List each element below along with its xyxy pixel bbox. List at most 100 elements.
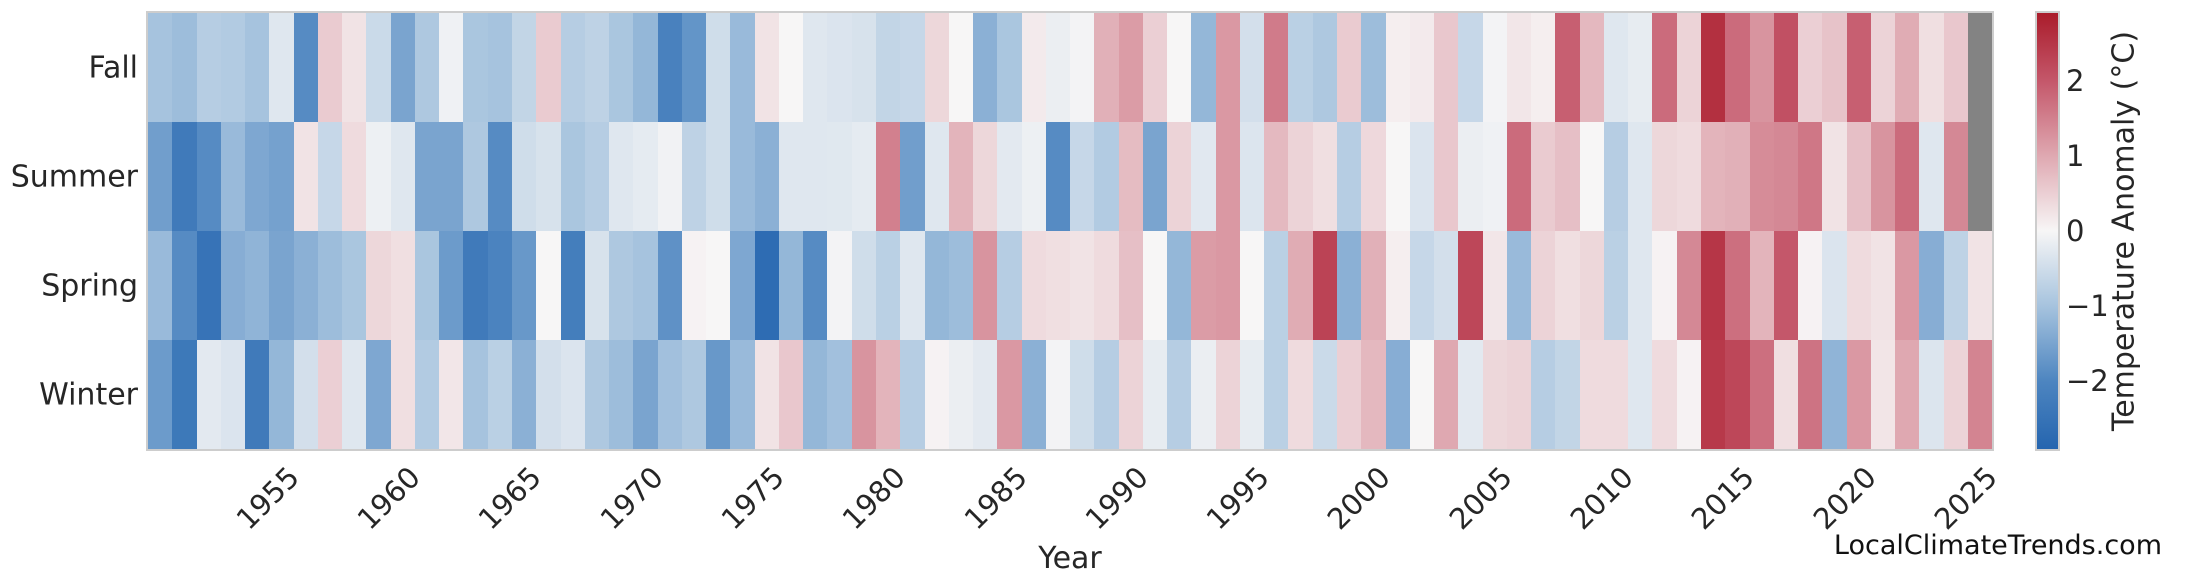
- heatmap-cell: [1531, 340, 1556, 449]
- heatmap-cell: [1385, 231, 1410, 340]
- heatmap-cell: [1701, 340, 1726, 449]
- heatmap-cell: [1021, 13, 1046, 122]
- heatmap-cell: [1045, 340, 1071, 449]
- heatmap-cell: [1628, 340, 1653, 449]
- heatmap-cell: [754, 13, 779, 122]
- heatmap-cell: [1191, 13, 1216, 122]
- heatmap-cell: [730, 13, 755, 122]
- heatmap-cell: [1676, 122, 1701, 231]
- heatmap-cell: [317, 122, 343, 231]
- heatmap-cell: [681, 122, 707, 231]
- heatmap-cell: [1458, 122, 1483, 231]
- heatmap-cell: [1822, 13, 1847, 122]
- heatmap-cell: [657, 340, 682, 449]
- heatmap-cell: [1870, 13, 1896, 122]
- heatmap-cell: [172, 13, 197, 122]
- heatmap-cell: [924, 13, 949, 122]
- heatmap-cell: [536, 231, 561, 340]
- heatmap-cell: [1434, 122, 1459, 231]
- heatmap-cell: [1482, 122, 1507, 231]
- heatmap-cell: [1312, 122, 1338, 231]
- heatmap-row-fall: [148, 13, 1993, 122]
- heatmap-cell: [1822, 231, 1847, 340]
- heatmap-cell: [1531, 122, 1556, 231]
- heatmap-cell: [1167, 13, 1192, 122]
- heatmap-cell: [1264, 340, 1289, 449]
- heatmap-cell: [439, 13, 464, 122]
- heatmap-cell: [366, 122, 391, 231]
- heatmap-cell: [196, 13, 221, 122]
- heatmap-cell: [172, 340, 197, 449]
- heatmap-cell: [609, 231, 634, 340]
- heatmap-cell: [1603, 13, 1629, 122]
- heatmap-cell: [220, 13, 246, 122]
- heatmap-cell: [1094, 13, 1119, 122]
- heatmap-cell: [414, 122, 440, 231]
- heatmap-cell: [366, 340, 391, 449]
- heatmap-cell: [875, 122, 901, 231]
- heatmap-cell: [560, 340, 585, 449]
- heatmap-cell: [1409, 340, 1435, 449]
- heatmap-cell: [778, 122, 804, 231]
- heatmap-cell: [609, 340, 634, 449]
- heatmap-cell: [1628, 231, 1653, 340]
- heatmap-cell: [1895, 231, 1920, 340]
- heatmap-cell: [511, 340, 537, 449]
- heatmap-cell: [851, 340, 876, 449]
- heatmap-cell: [245, 231, 270, 340]
- heatmap-cell: [342, 122, 367, 231]
- heatmap-cell: [1846, 340, 1871, 449]
- heatmap-cell: [1603, 340, 1629, 449]
- heatmap-cell: [1288, 231, 1313, 340]
- heatmap-cell: [293, 231, 318, 340]
- heatmap-cell: [1361, 231, 1386, 340]
- heatmap-cell: [1555, 340, 1580, 449]
- heatmap-cell: [900, 13, 925, 122]
- heatmap-cell: [1967, 231, 1993, 340]
- heatmap-row-winter: [148, 340, 1993, 449]
- heatmap-cell: [1167, 122, 1192, 231]
- heatmap-cell: [1021, 340, 1046, 449]
- heatmap-cell: [1943, 231, 1968, 340]
- heatmap-cell: [1652, 231, 1677, 340]
- heatmap-cell: [1701, 13, 1726, 122]
- heatmap-cell: [657, 13, 682, 122]
- heatmap-cell: [1021, 122, 1046, 231]
- heatmap-cell: [1506, 122, 1532, 231]
- heatmap-cell: [1822, 340, 1847, 449]
- heatmap-cell: [463, 231, 488, 340]
- heatmap-cell: [1288, 122, 1313, 231]
- x-tick-label-2005: 2005: [1442, 460, 1519, 537]
- heatmap-row-spring: [148, 231, 1993, 340]
- heatmap-cell: [1142, 340, 1168, 449]
- heatmap-cell: [1385, 122, 1410, 231]
- heatmap-cell: [317, 13, 343, 122]
- heatmap-cell: [851, 122, 876, 231]
- heatmap-cell: [1749, 231, 1774, 340]
- heatmap-cell: [511, 231, 537, 340]
- heatmap-cell: [1312, 340, 1338, 449]
- heatmap-cell: [487, 340, 512, 449]
- heatmap-cell: [390, 122, 415, 231]
- heatmap-cell: [657, 122, 682, 231]
- heatmap-cell: [1652, 122, 1677, 231]
- x-tick-label-1965: 1965: [471, 460, 549, 537]
- heatmap-cell: [803, 340, 828, 449]
- heatmap-cell: [317, 340, 343, 449]
- heatmap-cell: [1409, 122, 1435, 231]
- heatmap-cell: [754, 122, 779, 231]
- x-tick-label-2010: 2010: [1563, 460, 1640, 537]
- heatmap-cell: [439, 340, 464, 449]
- heatmap-cell: [1967, 13, 1993, 122]
- y-tick-label-fall: Fall: [88, 50, 138, 85]
- heatmap-cell: [1045, 13, 1071, 122]
- x-tick-label-1970: 1970: [593, 460, 670, 537]
- heatmap-cell: [657, 231, 682, 340]
- heatmap-cell: [1773, 340, 1799, 449]
- heatmap-cell: [1070, 13, 1095, 122]
- heatmap-cell: [511, 122, 537, 231]
- heatmap-cell: [1312, 13, 1338, 122]
- heatmap-cell: [148, 122, 173, 231]
- heatmap-cell: [584, 13, 610, 122]
- heatmap-cell: [1798, 122, 1823, 231]
